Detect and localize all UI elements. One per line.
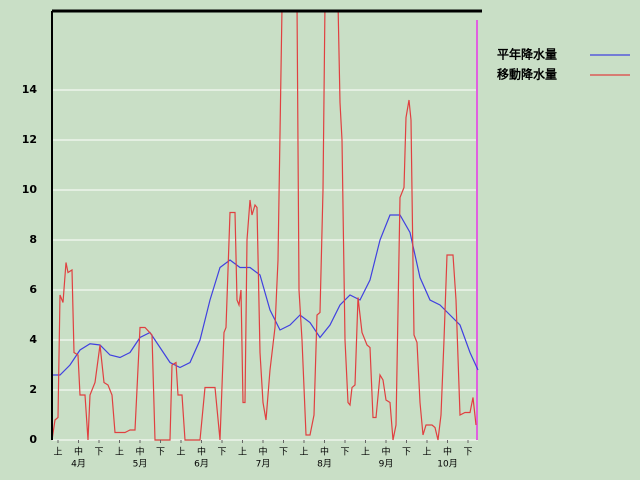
month-label: 8月: [317, 459, 332, 470]
x-tick-label: 中: [258, 446, 267, 458]
x-tick-label: 中: [381, 446, 390, 458]
x-tick-label: 下: [94, 448, 103, 458]
x-tick-label: 上: [176, 447, 185, 458]
series-line: [52, 214, 479, 376]
month-label: 7月: [256, 459, 271, 470]
month-label: 10月: [437, 459, 457, 470]
legend-label: 移動降水量: [497, 67, 557, 82]
x-tick-label: 上: [238, 447, 247, 458]
y-tick-label: 4: [29, 333, 37, 346]
x-tick-label: 下: [217, 448, 226, 458]
y-tick-label: 2: [29, 383, 37, 396]
labels: 02468101214上中下上中下上中下上中下上中下上中下上中下4月 5月 6月 7月…: [22, 83, 473, 470]
x-tick-label: 下: [279, 448, 288, 458]
legend-label: 平年降水量: [497, 47, 557, 62]
y-tick-label: 12: [22, 133, 37, 146]
month-label: 4月: [71, 459, 86, 470]
x-tick-label: 中: [74, 446, 83, 458]
grid: [52, 89, 478, 441]
x-tick-label: 下: [340, 448, 349, 458]
x-tick-label: 上: [53, 447, 62, 458]
x-tick-label: 中: [135, 446, 144, 458]
x-tick-label: 上: [299, 447, 308, 458]
x-tick-label: 下: [156, 448, 165, 458]
plot: [52, 11, 479, 441]
x-tick-label: 下: [402, 448, 411, 458]
y-tick-label: 6: [29, 283, 37, 296]
month-label: 5月: [133, 459, 148, 470]
month-label: 9月: [379, 459, 394, 470]
month-label: 6月: [194, 459, 209, 470]
x-tick-label: 中: [197, 446, 206, 458]
x-tick-label: 上: [361, 447, 370, 458]
x-tick-label: 上: [422, 447, 431, 458]
series-line: [52, 11, 477, 441]
y-tick-label: 0: [29, 433, 37, 446]
y-tick-label: 10: [22, 183, 38, 196]
x-tick-label: 下: [463, 448, 472, 458]
x-tick-label: 中: [443, 446, 452, 458]
x-tick-label: 上: [115, 447, 124, 458]
y-tick-label: 8: [29, 233, 37, 246]
x-tick-label: 中: [320, 446, 329, 458]
y-tick-label: 14: [22, 83, 38, 96]
